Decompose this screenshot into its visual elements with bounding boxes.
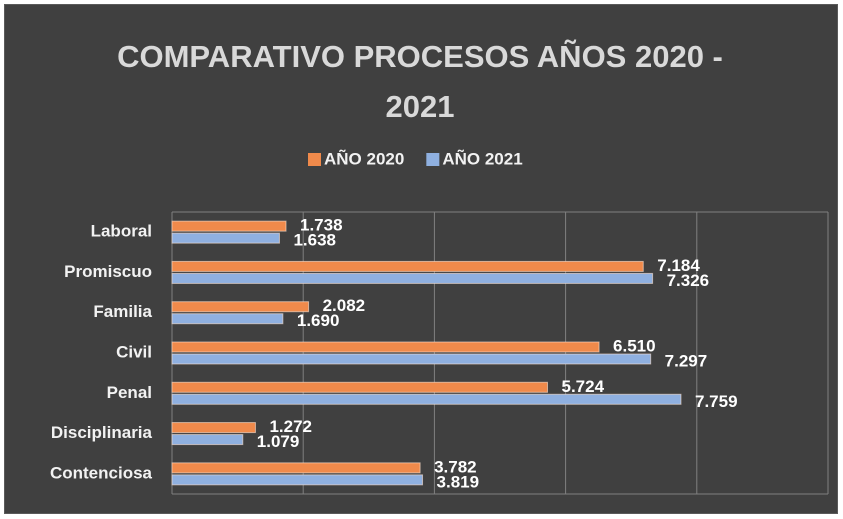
y-tick-label: Promiscuo bbox=[64, 262, 152, 281]
y-tick-label: Laboral bbox=[91, 222, 152, 241]
bar bbox=[171, 434, 244, 446]
data-label: 1.738 bbox=[300, 216, 343, 235]
data-label: 2.082 bbox=[323, 296, 366, 315]
y-tick-label: Penal bbox=[107, 383, 152, 402]
bar bbox=[171, 260, 644, 272]
data-label: 7.184 bbox=[657, 256, 700, 275]
data-label: 7.297 bbox=[665, 351, 708, 370]
bar bbox=[171, 301, 310, 313]
bar bbox=[171, 220, 287, 232]
bar bbox=[171, 272, 654, 284]
data-label: 1.272 bbox=[269, 417, 312, 436]
data-label: 1.690 bbox=[297, 311, 340, 330]
bar bbox=[171, 353, 652, 365]
bar bbox=[171, 422, 256, 434]
bar bbox=[171, 381, 548, 393]
chart-area bbox=[4, 4, 838, 514]
bar bbox=[171, 341, 600, 353]
bar bbox=[171, 313, 284, 325]
legend-label: AÑO 2021 bbox=[442, 148, 522, 168]
y-tick-label: Familia bbox=[93, 302, 152, 321]
y-tick-label: Civil bbox=[116, 342, 152, 361]
data-label: 3.782 bbox=[434, 457, 477, 476]
chart-title: COMPARATIVO PROCESOS AÑOS 2020 - 2021 bbox=[117, 39, 723, 124]
y-tick-label: Disciplinaria bbox=[51, 423, 153, 442]
bar bbox=[171, 393, 682, 405]
data-label: 5.724 bbox=[561, 377, 604, 396]
data-label: 7.759 bbox=[695, 392, 738, 411]
data-label: 7.326 bbox=[667, 271, 710, 290]
data-label: 6.510 bbox=[613, 336, 656, 355]
data-label: 3.819 bbox=[437, 472, 480, 491]
bar bbox=[171, 474, 424, 486]
legend-label: AÑO 2020 bbox=[324, 148, 404, 168]
legend-swatch bbox=[308, 153, 321, 166]
bar bbox=[171, 462, 421, 474]
legend-swatch bbox=[426, 153, 440, 166]
data-label: 1.079 bbox=[257, 432, 300, 451]
bar bbox=[171, 232, 280, 244]
data-label: 1.638 bbox=[293, 231, 336, 250]
y-tick-label: Contenciosa bbox=[50, 463, 153, 482]
